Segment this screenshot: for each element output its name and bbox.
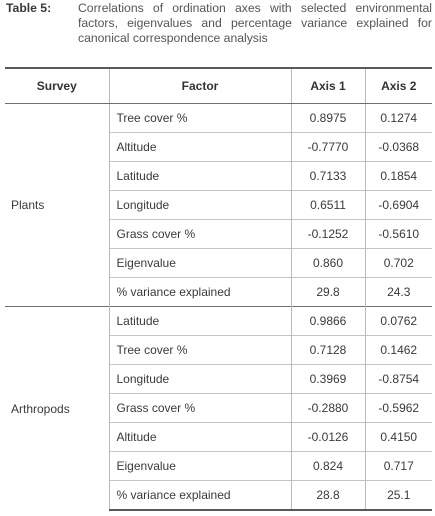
axis2-cell: 25.1 — [364, 480, 432, 511]
axis2-cell: -0.8754 — [364, 364, 432, 394]
table-row: Eigenvalue 0.824 0.717 — [5, 451, 432, 481]
table-row: Longitude 0.3969 -0.8754 — [5, 364, 432, 394]
factor-cell: Tree cover % — [108, 103, 291, 133]
axis2-cell: 0.1462 — [364, 335, 432, 365]
axis1-cell: 28.8 — [290, 480, 365, 511]
axis2-cell: 24.3 — [364, 277, 432, 307]
table-row: % variance explained 29.8 24.3 — [5, 277, 432, 307]
axis2-cell: -0.6904 — [364, 190, 432, 220]
factor-cell: Eigenvalue — [108, 451, 291, 481]
factor-cell: Altitude — [108, 132, 291, 162]
factor-cell: Altitude — [108, 422, 291, 452]
table-caption: Table 5: Correlations of ordination axes… — [6, 1, 432, 46]
table-row: Altitude -0.7770 -0.0368 — [5, 132, 432, 162]
caption-text: Correlations of ordination axes with sel… — [78, 1, 432, 45]
axis2-cell: 0.702 — [364, 248, 432, 278]
header-row: Survey Factor Axis 1 Axis 2 — [5, 67, 432, 104]
header-factor: Factor — [108, 67, 291, 104]
table-row: Eigenvalue 0.860 0.702 — [5, 248, 432, 278]
factor-cell: Tree cover % — [108, 335, 291, 365]
table-row: Longitude 0.6511 -0.6904 — [5, 190, 432, 220]
table-row: % variance explained 28.8 25.1 — [5, 480, 432, 511]
factor-cell: Longitude — [108, 364, 291, 394]
axis1-cell: -0.1252 — [290, 219, 365, 249]
caption-label: Table 5: — [6, 1, 52, 15]
table-row: Grass cover % -0.1252 -0.5610 — [5, 219, 432, 249]
axis1-cell: 0.860 — [290, 248, 365, 278]
factor-cell: Latitude — [108, 306, 291, 336]
axis1-cell: 0.8975 — [290, 103, 365, 133]
header-axis-1: Axis 1 — [290, 67, 365, 104]
axis1-cell: -0.7770 — [290, 132, 365, 162]
axis2-cell: -0.5962 — [364, 393, 432, 423]
factor-cell: Eigenvalue — [108, 248, 291, 278]
survey-cell-arthropods: Arthropods — [5, 306, 109, 510]
survey-cell-plants: Plants — [5, 103, 109, 307]
table-body: Plants Tree cover % 0.8975 0.1274 Altitu… — [5, 103, 432, 511]
axis1-cell: -0.0126 — [290, 422, 365, 452]
table-header: Survey Factor Axis 1 Axis 2 — [5, 67, 432, 104]
axis1-cell: -0.2880 — [290, 393, 365, 423]
axis1-cell: 0.6511 — [290, 190, 365, 220]
table-row: Grass cover % -0.2880 -0.5962 — [5, 393, 432, 423]
axis1-cell: 0.3969 — [290, 364, 365, 394]
factor-cell: Latitude — [108, 161, 291, 191]
table-row: Plants Tree cover % 0.8975 0.1274 — [5, 103, 432, 307]
axis2-cell: 0.717 — [364, 451, 432, 481]
axis2-cell: 0.0762 — [364, 306, 432, 336]
axis1-cell: 0.7128 — [290, 335, 365, 365]
header-survey: Survey — [5, 67, 109, 104]
table-row: Arthropods Latitude 0.9866 0.0762 — [5, 306, 432, 510]
table-row: Altitude -0.0126 0.4150 — [5, 422, 432, 452]
axis1-cell: 29.8 — [290, 277, 365, 307]
table-row: Latitude 0.7133 0.1854 — [5, 161, 432, 191]
axis2-cell: -0.5610 — [364, 219, 432, 249]
factor-cell: % variance explained — [108, 277, 291, 307]
axis1-cell: 0.824 — [290, 451, 365, 481]
table-row: Tree cover % 0.7128 0.1462 — [5, 335, 432, 365]
axis2-cell: 0.1274 — [364, 103, 432, 133]
factor-cell: % variance explained — [108, 480, 291, 511]
correlations-table: Survey Factor Axis 1 Axis 2 Plants Tree … — [5, 67, 432, 511]
factor-cell: Longitude — [108, 190, 291, 220]
header-axis-2: Axis 2 — [364, 67, 432, 104]
axis2-cell: 0.4150 — [364, 422, 432, 452]
axis1-cell: 0.7133 — [290, 161, 365, 191]
axis1-cell: 0.9866 — [290, 306, 365, 336]
axis2-cell: 0.1854 — [364, 161, 432, 191]
factor-cell: Grass cover % — [108, 219, 291, 249]
factor-cell: Grass cover % — [108, 393, 291, 423]
axis2-cell: -0.0368 — [364, 132, 432, 162]
